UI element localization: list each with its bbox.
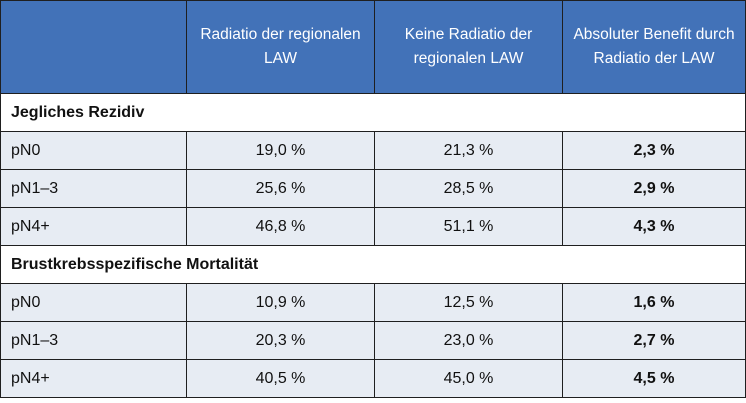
radiatio-value: 46,8 %	[186, 207, 375, 246]
benefit-value: 2,7 %	[562, 321, 746, 360]
keine-radiatio-value: 12,5 %	[374, 283, 563, 322]
radiatio-value: 40,5 %	[186, 359, 375, 398]
header-empty-cell	[0, 0, 187, 94]
table-row: pN0 19,0 % 21,3 % 2,3 %	[0, 131, 746, 170]
row-label: pN0	[0, 131, 187, 170]
table-row: pN1–3 25,6 % 28,5 % 2,9 %	[0, 169, 746, 208]
benefit-value: 2,3 %	[562, 131, 746, 170]
radiatio-value: 20,3 %	[186, 321, 375, 360]
radiatio-value: 19,0 %	[186, 131, 375, 170]
section-title: Jegliches Rezidiv	[0, 93, 746, 132]
keine-radiatio-value: 28,5 %	[374, 169, 563, 208]
table-row: pN4+ 46,8 % 51,1 % 4,3 %	[0, 207, 746, 246]
row-label: pN1–3	[0, 169, 187, 208]
section-row-mortalitaet: Brustkrebsspezifische Mortalität	[0, 245, 746, 284]
header-keine-radiatio: Keine Radiatio der regionalen LAW	[374, 0, 563, 94]
benefit-value: 4,5 %	[562, 359, 746, 398]
row-label: pN4+	[0, 207, 187, 246]
keine-radiatio-value: 51,1 %	[374, 207, 563, 246]
section-row-rezidiv: Jegliches Rezidiv	[0, 93, 746, 132]
keine-radiatio-value: 45,0 %	[374, 359, 563, 398]
row-label: pN0	[0, 283, 187, 322]
keine-radiatio-value: 23,0 %	[374, 321, 563, 360]
keine-radiatio-value: 21,3 %	[374, 131, 563, 170]
header-radiatio: Radiatio der regionalen LAW	[186, 0, 375, 94]
table-row: pN1–3 20,3 % 23,0 % 2,7 %	[0, 321, 746, 360]
section-title: Brustkrebsspezifische Mortalität	[0, 245, 746, 284]
radiatio-value: 25,6 %	[186, 169, 375, 208]
table-row: pN4+ 40,5 % 45,0 % 4,5 %	[0, 359, 746, 398]
benefit-value: 1,6 %	[562, 283, 746, 322]
table-header-row: Radiatio der regionalen LAW Keine Radiat…	[0, 0, 746, 94]
table-row: pN0 10,9 % 12,5 % 1,6 %	[0, 283, 746, 322]
row-label: pN4+	[0, 359, 187, 398]
header-absoluter-benefit: Absoluter Benefit durch Radiatio der LAW	[562, 0, 746, 94]
benefit-value: 2,9 %	[562, 169, 746, 208]
row-label: pN1–3	[0, 321, 187, 360]
benefit-value: 4,3 %	[562, 207, 746, 246]
radiatio-value: 10,9 %	[186, 283, 375, 322]
